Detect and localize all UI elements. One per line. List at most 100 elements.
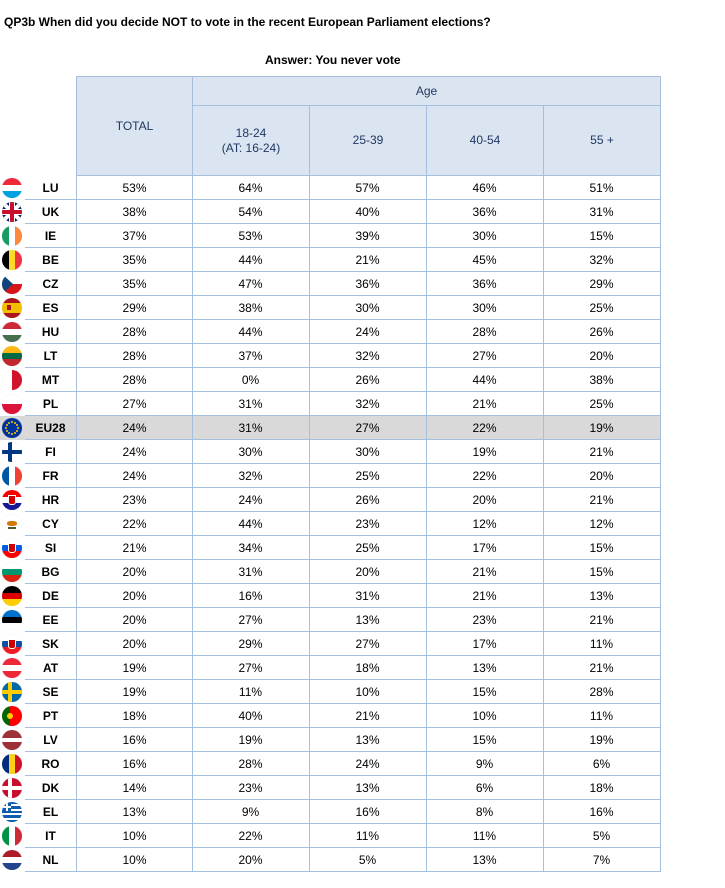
table-row: CY 22% 44% 23% 12% 12% [0,512,661,536]
total-cell: 14% [76,776,193,800]
total-cell: 13% [76,800,193,824]
answer-subtitle: Answer: You never vote [265,53,401,67]
age-cell: 9% [426,752,544,776]
country-code: FI [25,440,77,464]
age-cell: 22% [192,824,310,848]
country-code: LT [25,344,77,368]
col-header-18-24: 18-24 (AT: 16-24) [192,105,310,176]
age-cell: 19% [426,440,544,464]
total-cell: 20% [76,608,193,632]
age-cell: 53% [192,224,310,248]
age-cell: 32% [309,344,427,368]
table-row: EE 20% 27% 13% 23% 21% [0,608,661,632]
austria-flag-icon [2,658,22,678]
age-cell: 20% [543,464,661,488]
age-cell: 38% [543,368,661,392]
total-cell: 16% [76,752,193,776]
col-label-55-plus: 55 + [590,133,614,147]
age-cell: 12% [543,512,661,536]
total-cell: 37% [76,224,193,248]
sweden-flag-icon [2,682,22,702]
age-cell: 30% [309,296,427,320]
czech-flag-icon [2,274,22,294]
italy-flag-icon [2,826,22,846]
cyprus-flag-icon [2,514,22,534]
age-cell: 31% [192,392,310,416]
country-code: HR [25,488,77,512]
total-cell: 28% [76,320,193,344]
table-row: SK 20% 29% 27% 17% 11% [0,632,661,656]
age-cell: 11% [309,824,427,848]
age-cell: 36% [426,272,544,296]
age-cell: 44% [426,368,544,392]
table-row: IE 37% 53% 39% 30% 15% [0,224,661,248]
country-code: NL [25,848,77,872]
country-code: PT [25,704,77,728]
age-cell: 11% [543,632,661,656]
poland-flag-icon [2,394,22,414]
country-code: IE [25,224,77,248]
croatia-flag-icon [2,490,22,510]
age-cell: 21% [543,656,661,680]
country-code: SI [25,536,77,560]
total-cell: 24% [76,464,193,488]
eu-flag-icon [2,418,22,438]
age-cell: 30% [192,440,310,464]
bulgaria-flag-icon [2,562,22,582]
romania-flag-icon [2,754,22,774]
age-cell: 37% [192,344,310,368]
age-cell: 10% [426,704,544,728]
total-cell: 38% [76,200,193,224]
belgium-flag-icon [2,250,22,270]
country-code: EE [25,608,77,632]
age-cell: 25% [309,464,427,488]
lithuania-flag-icon [2,346,22,366]
table-row: DK 14% 23% 13% 6% 18% [0,776,661,800]
country-code: UK [25,200,77,224]
col-label-25-39: 25-39 [352,133,384,147]
uk-flag-icon [2,202,22,222]
country-code: RO [25,752,77,776]
country-code: EL [25,800,77,824]
age-cell: 29% [192,632,310,656]
table-row: SE 19% 11% 10% 15% 28% [0,680,661,704]
age-cell: 15% [426,728,544,752]
age-cell: 24% [192,488,310,512]
country-code: MT [25,368,77,392]
age-cell: 44% [192,248,310,272]
age-cell: 28% [426,320,544,344]
age-cell: 31% [192,416,310,440]
country-code: DE [25,584,77,608]
age-cell: 27% [309,632,427,656]
age-cell: 19% [543,728,661,752]
col-sublabel-18-24: (AT: 16-24) [221,140,281,155]
age-cell: 6% [426,776,544,800]
age-cell: 11% [543,704,661,728]
latvia-flag-icon [2,730,22,750]
age-cell: 16% [543,800,661,824]
age-cell: 23% [309,512,427,536]
col-label-18-24: 18-24 [235,125,267,140]
age-cell: 6% [543,752,661,776]
age-cell: 31% [192,560,310,584]
age-cell: 13% [309,608,427,632]
age-cell: 21% [543,440,661,464]
age-cell: 17% [426,632,544,656]
total-cell: 21% [76,536,193,560]
age-cell: 23% [192,776,310,800]
age-cell: 13% [309,728,427,752]
age-cell: 22% [426,416,544,440]
total-cell: 23% [76,488,193,512]
age-cell: 29% [543,272,661,296]
total-cell: 28% [76,344,193,368]
table-row: BE 35% 44% 21% 45% 32% [0,248,661,272]
age-cell: 47% [192,272,310,296]
total-header-label: TOTAL [115,118,154,133]
country-code: HU [25,320,77,344]
table-row: HR 23% 24% 26% 20% 21% [0,488,661,512]
age-cell: 27% [426,344,544,368]
age-cell: 16% [192,584,310,608]
country-code: FR [25,464,77,488]
age-cell: 21% [426,584,544,608]
age-cell: 16% [309,800,427,824]
